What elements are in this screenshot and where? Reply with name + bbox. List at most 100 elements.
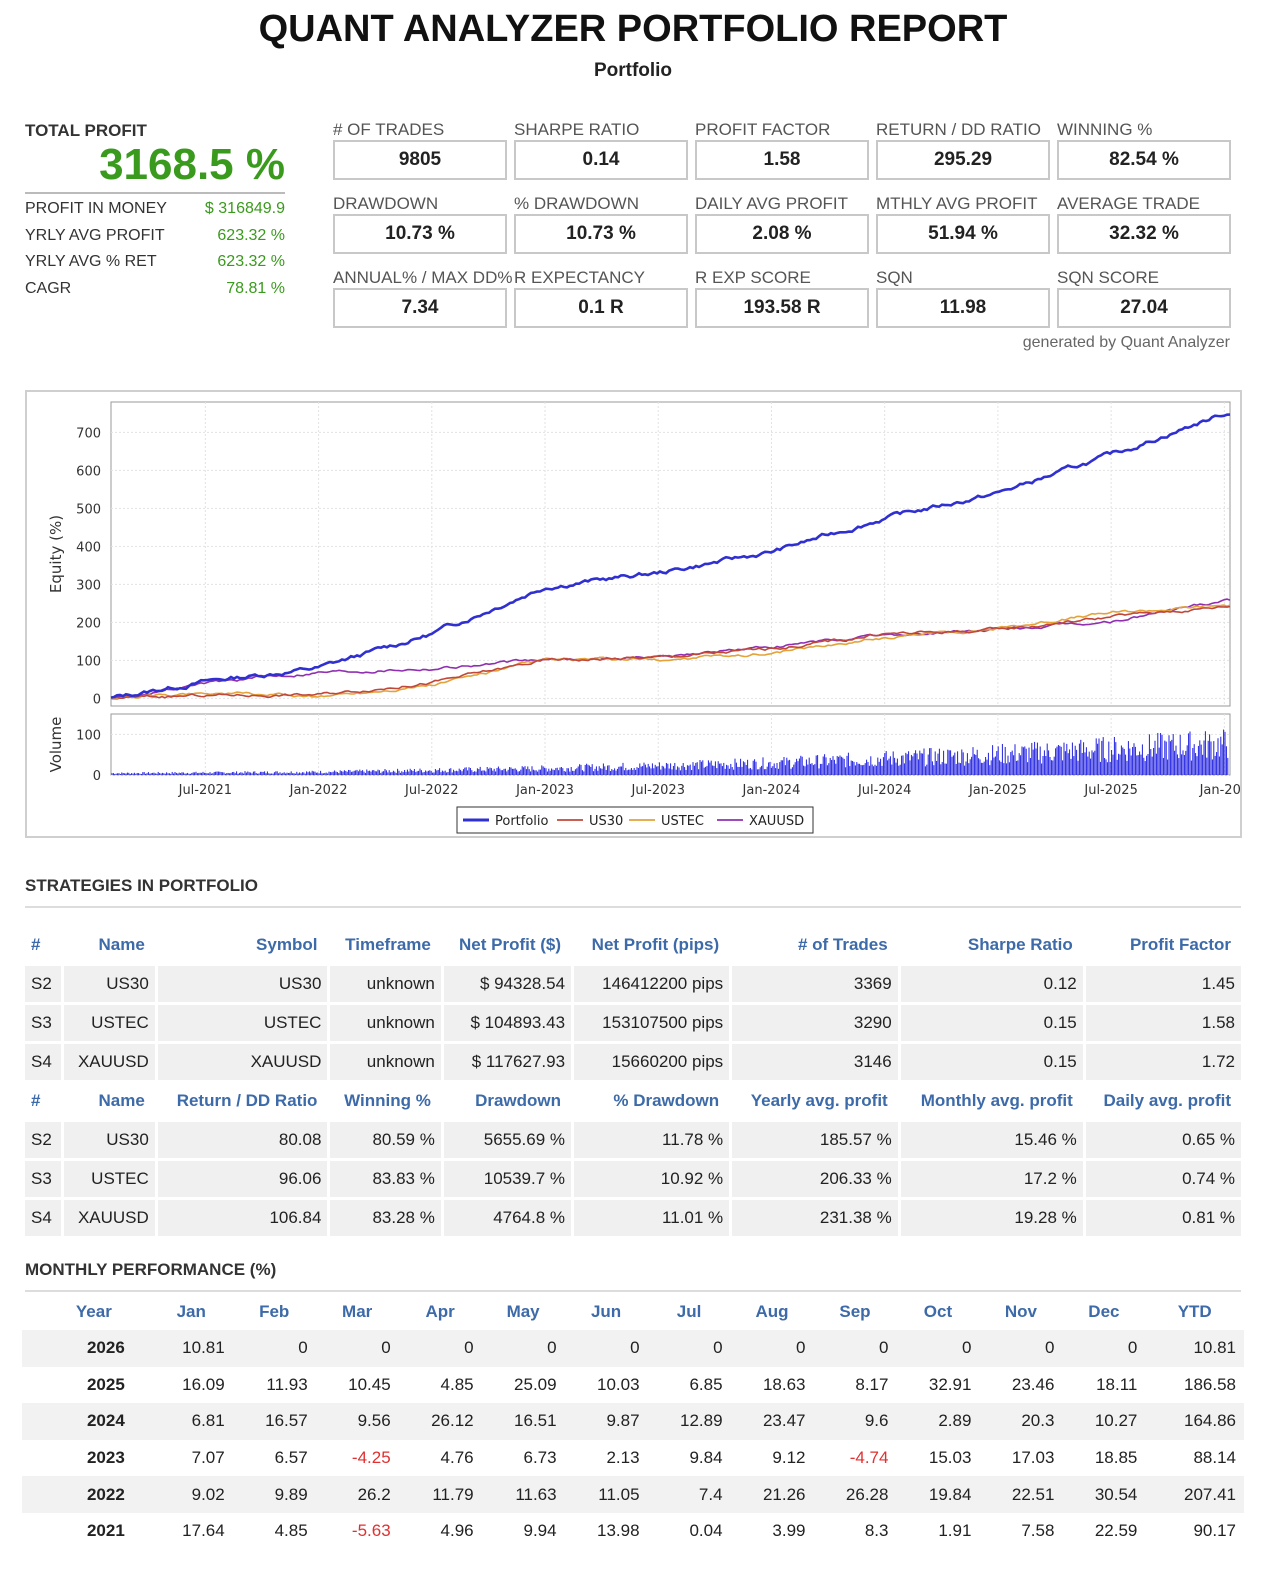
table-cell: 2.89	[896, 1403, 980, 1440]
table-cell: 153107500 pips	[574, 1005, 730, 1041]
metric-card: SHARPE RATIO 0.14	[514, 120, 688, 188]
table-cell: 146412200 pips	[574, 966, 730, 1002]
table-cell: 1.58	[1085, 1005, 1241, 1041]
column-header: Timeframe	[345, 935, 431, 954]
table-cell: 206.33 %	[732, 1161, 898, 1197]
table-cell: 10.45	[348, 1374, 391, 1394]
volume-axis-label: Volume	[47, 717, 65, 773]
summary-row-value: 623.32 %	[217, 226, 285, 244]
summary-row: CAGR 78.81 %	[25, 280, 285, 306]
metric-label: SQN	[876, 268, 913, 287]
metric-label: DAILY AVG PROFIT	[695, 194, 849, 213]
metric-card: SQN 11.98	[876, 268, 1050, 336]
table-cell: 3369	[732, 966, 898, 1002]
table-cell: 3146	[732, 1044, 898, 1080]
table-cell: 26.12	[398, 1403, 482, 1440]
table-cell: 0	[979, 1330, 1063, 1367]
column-header: Oct	[923, 1302, 953, 1321]
summary-row-label: CAGR	[25, 279, 72, 297]
table-cell: 25.09	[514, 1374, 557, 1394]
column-header: Mar	[342, 1302, 373, 1321]
report-title: QUANT ANALYZER PORTFOLIO REPORT	[258, 8, 1008, 50]
column-header: Symbol	[256, 935, 318, 954]
x-tick-label: Jul-2021	[178, 783, 232, 798]
table-cell: 106.84	[157, 1200, 328, 1236]
column-header: YTD	[1177, 1302, 1212, 1321]
table-cell: 18.63	[762, 1374, 806, 1394]
metric-value: 0.1 R	[514, 288, 688, 328]
table-cell: 9.56	[315, 1403, 399, 1440]
table-cell: 3290	[732, 1005, 898, 1041]
column-header: Daily avg. profit	[1103, 1091, 1231, 1110]
column-header: Return / DD Ratio	[176, 1091, 318, 1110]
table-cell: unknown	[330, 966, 441, 1002]
column-header: Profit Factor	[1129, 935, 1231, 954]
series-line-us30	[110, 605, 1231, 700]
table-cell: 6.81	[149, 1403, 233, 1440]
table-cell: 164.86	[1145, 1403, 1244, 1440]
metric-label: # OF TRADES	[333, 120, 445, 139]
table-cell: 12.89	[647, 1403, 731, 1440]
x-tick-label: Jan-2022	[289, 783, 348, 798]
table-cell: -4.74	[849, 1448, 889, 1468]
table-cell: 8.17	[855, 1374, 889, 1394]
column-header: Name	[98, 935, 145, 954]
total-profit-divider	[25, 192, 285, 194]
metric-value: 32.32 %	[1057, 214, 1231, 254]
table-cell: 1.91	[938, 1521, 972, 1541]
table-cell: 7.4	[647, 1476, 731, 1513]
column-header: Year	[75, 1302, 112, 1321]
metric-card: AVERAGE TRADE 32.32 %	[1057, 194, 1231, 262]
metric-label: RETURN / DD RATIO	[876, 120, 1041, 139]
x-tick-label: Jan-2024	[742, 783, 801, 798]
monthly-divider	[25, 1290, 1241, 1292]
table-cell: 11.63	[481, 1476, 565, 1513]
summary-row-label: YRLY AVG % RET	[25, 253, 157, 270]
year-cell: 2024	[22, 1403, 150, 1440]
x-tick-label: Jan-2025	[968, 783, 1027, 798]
metric-card: R EXPECTANCY 0.1 R	[514, 268, 688, 336]
table-cell: 5655.69 %	[443, 1122, 572, 1158]
table-cell: 4.76	[440, 1448, 474, 1468]
table-row: S4 XAUUSD XAUUSD unknown $ 117627.93 15660200…	[25, 1044, 1241, 1080]
metric-card: ANNUAL% / MAX DD% 7.34	[333, 268, 512, 336]
y-tick-label: 200	[76, 616, 101, 631]
table-cell: 10.92 %	[574, 1161, 730, 1197]
metric-card: % DRAWDOWN 10.73 %	[514, 194, 688, 262]
summary-row-label: PROFIT IN MONEY	[25, 200, 167, 217]
table-cell: 11.78 %	[574, 1122, 730, 1158]
metric-card: DRAWDOWN 10.73 %	[333, 194, 507, 262]
column-header: Nov	[1004, 1302, 1037, 1321]
column-header: Yearly avg. profit	[750, 1091, 888, 1110]
summary-row-value: 78.81 %	[226, 279, 285, 297]
summary-row: YRLY AVG % RET 623.32 %	[25, 253, 285, 279]
table-cell: 0.81 %	[1085, 1200, 1241, 1236]
table-cell: 6.73	[523, 1448, 557, 1468]
strategies-divider	[25, 906, 1241, 908]
table-cell: 0	[813, 1330, 897, 1367]
table-cell: 0.74 %	[1085, 1161, 1241, 1197]
equity-chart: Jul-2021 Jan-2022 Jul-2022 Jan-2023 Jul-2023…	[25, 390, 1242, 838]
equity-chart-svg: Jul-2021 Jan-2022 Jul-2022 Jan-2023 Jul-2023…	[47, 401, 1240, 834]
table-cell: 3.99	[772, 1521, 806, 1541]
table-cell: 9.94	[523, 1521, 557, 1541]
metric-value: 295.29	[876, 140, 1050, 180]
metric-card: DAILY AVG PROFIT 2.08 %	[695, 194, 869, 262]
x-tick-label: Jan-2023	[515, 783, 574, 798]
table-cell: 185.57 %	[732, 1122, 898, 1158]
table-cell: 16.51	[481, 1403, 565, 1440]
table-cell: unknown	[330, 1005, 441, 1041]
table-cell: 10.27	[1062, 1403, 1146, 1440]
metric-label: R EXPECTANCY	[514, 268, 645, 287]
table-cell: S2	[25, 966, 61, 1002]
table-cell: -4.25	[351, 1448, 391, 1468]
column-header: Feb	[259, 1302, 290, 1321]
y-tick-label: 100	[76, 654, 101, 669]
table-cell: 4.85	[440, 1374, 474, 1394]
metric-value: 10.73 %	[333, 214, 507, 254]
table-cell: 0.15	[900, 1005, 1083, 1041]
legend-label: Portfolio	[495, 814, 549, 829]
table-cell: 18.85	[1094, 1448, 1138, 1468]
y-axis-label: Equity (%)	[47, 515, 65, 593]
table-cell: 2.13	[606, 1448, 640, 1468]
